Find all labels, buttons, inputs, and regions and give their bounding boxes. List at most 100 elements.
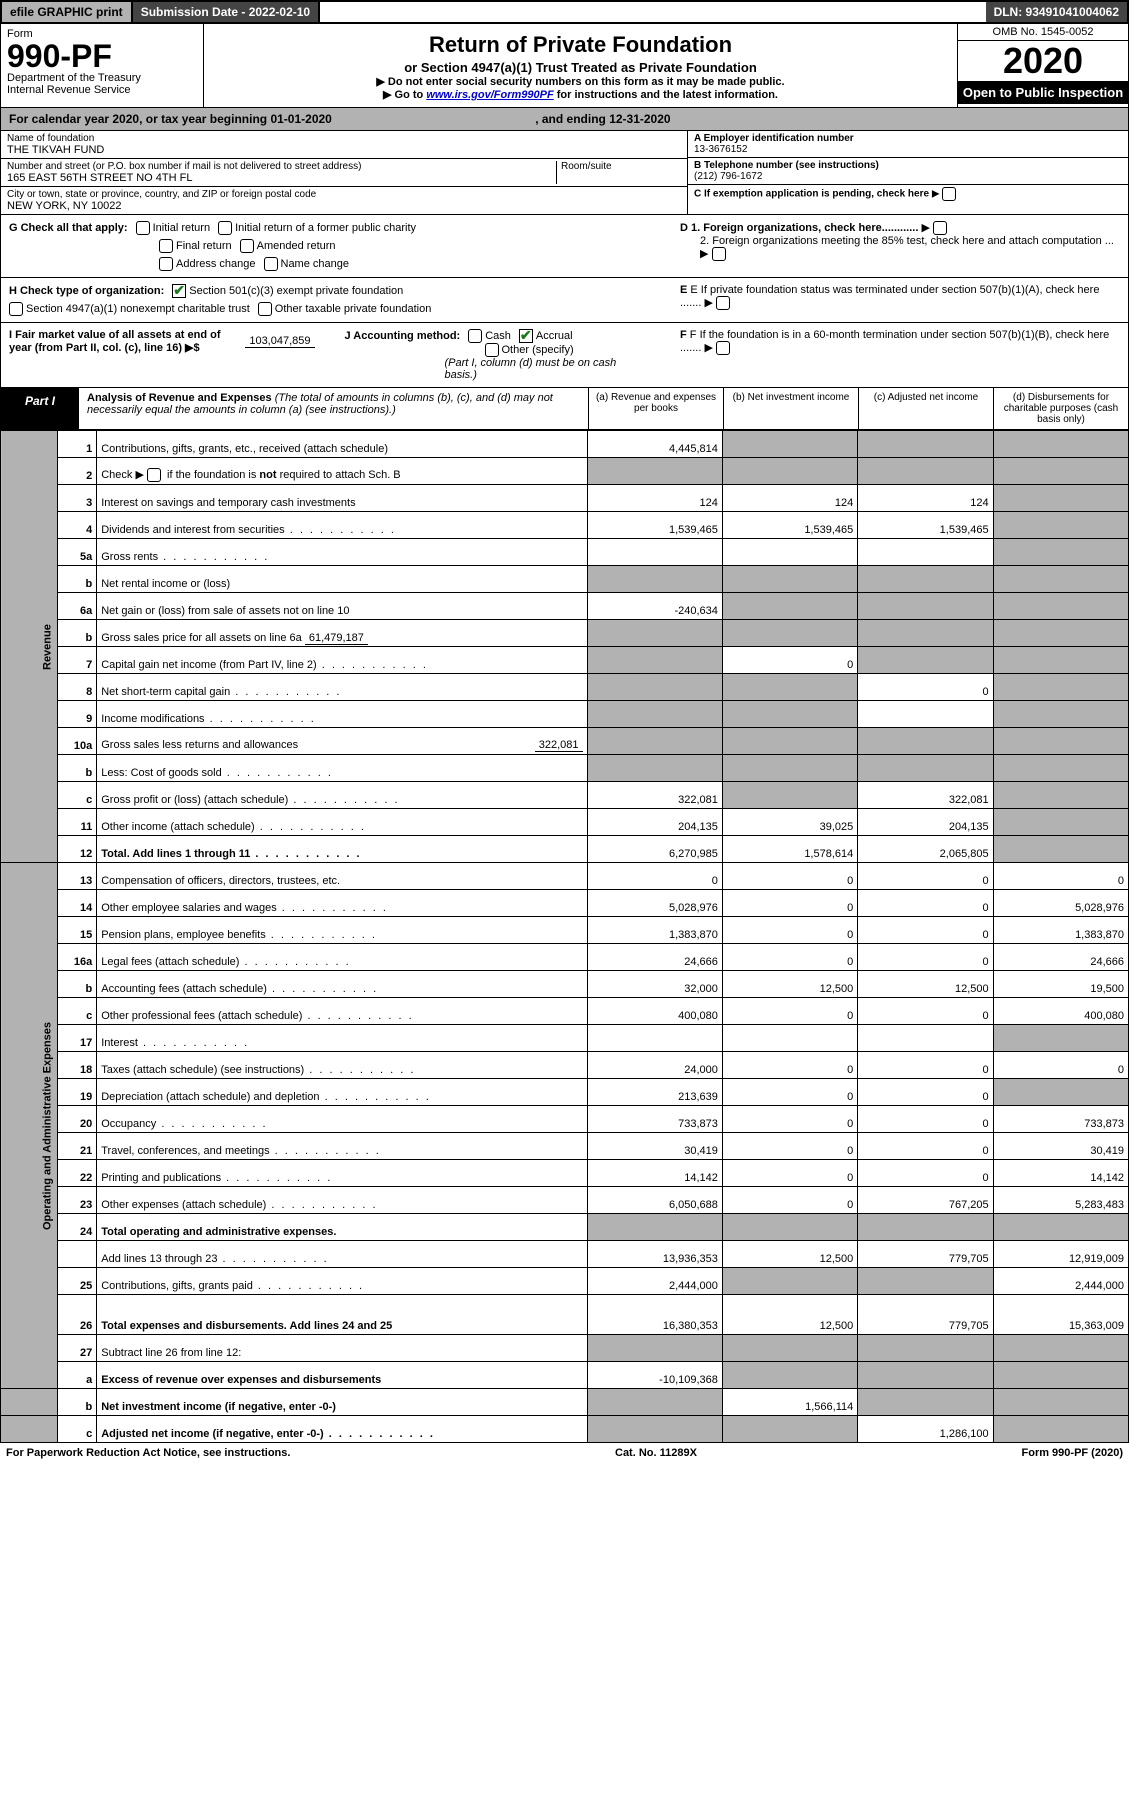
l16a-c: 0 <box>858 944 993 971</box>
l24-c: 779,705 <box>858 1241 993 1268</box>
omb-number: OMB No. 1545-0052 <box>958 24 1128 41</box>
top-bar: efile GRAPHIC print Submission Date - 20… <box>0 0 1129 24</box>
part-title: Analysis of Revenue and Expenses <box>87 392 272 404</box>
l15-a: 1,383,870 <box>587 917 722 944</box>
l16c-b: 0 <box>722 998 857 1025</box>
footer-catno: Cat. No. 11289X <box>615 1447 697 1459</box>
cb-501c3[interactable] <box>172 284 186 298</box>
cb-f[interactable] <box>716 341 730 355</box>
l1-desc: Contributions, gifts, grants, etc., rece… <box>97 431 587 458</box>
l23-desc: Other expenses (attach schedule) <box>97 1187 587 1214</box>
l14-d: 5,028,976 <box>993 890 1128 917</box>
j-row: J Accounting method: Cash Accrual <box>345 329 651 343</box>
cb-accrual[interactable] <box>519 329 533 343</box>
col-a-head: (a) Revenue and expenses per books <box>588 388 723 429</box>
cb-addr-change[interactable] <box>159 257 173 271</box>
expenses-side-label: Operating and Administrative Expenses <box>1 863 58 1389</box>
row-19: 19Depreciation (attach schedule) and dep… <box>1 1079 1129 1106</box>
l18-desc: Taxes (attach schedule) (see instruction… <box>97 1052 587 1079</box>
foundation-name: THE TIKVAH FUND <box>7 144 681 156</box>
row-7: 7Capital gain net income (from Part IV, … <box>1 647 1129 674</box>
l14-c: 0 <box>858 890 993 917</box>
j-note: (Part I, column (d) must be on cash basi… <box>445 357 651 381</box>
cb-initial-former[interactable] <box>218 221 232 235</box>
part-title-cell: Analysis of Revenue and Expenses (The to… <box>79 388 588 429</box>
ein-label: A Employer identification number <box>694 133 1122 144</box>
dept-treasury: Department of the Treasury <box>7 72 197 84</box>
l22-a: 14,142 <box>587 1160 722 1187</box>
cb-d1[interactable] <box>933 221 947 235</box>
l16b-a: 32,000 <box>587 971 722 998</box>
l27c-desc: Adjusted net income (if negative, enter … <box>97 1416 587 1443</box>
l15-desc: Pension plans, employee benefits <box>97 917 587 944</box>
phone-label: B Telephone number (see instructions) <box>694 160 1122 171</box>
row-16c: cOther professional fees (attach schedul… <box>1 998 1129 1025</box>
l25-d: 2,444,000 <box>993 1268 1128 1295</box>
row-4: 4Dividends and interest from securities1… <box>1 512 1129 539</box>
l22-d: 14,142 <box>993 1160 1128 1187</box>
col-d-head: (d) Disbursements for charitable purpose… <box>993 388 1128 429</box>
cb-d2[interactable] <box>712 247 726 261</box>
l12-desc: Total. Add lines 1 through 11 <box>97 836 587 863</box>
cb-4947[interactable] <box>9 302 23 316</box>
l27c-c: 1,286,100 <box>858 1416 993 1443</box>
accrual-label: Accrual <box>536 330 573 342</box>
l24-d: 12,919,009 <box>993 1241 1128 1268</box>
cb-e[interactable] <box>716 296 730 310</box>
cb-cash[interactable] <box>468 329 482 343</box>
row-2: 2Check ▶ if the foundation is not requir… <box>1 458 1129 485</box>
row-24: Add lines 13 through 2313,936,35312,5007… <box>1 1241 1129 1268</box>
cb-amended[interactable] <box>240 239 254 253</box>
l6b-desc: Gross sales price for all assets on line… <box>101 632 302 644</box>
note-pre: ▶ Go to <box>383 89 426 101</box>
row-21: 21Travel, conferences, and meetings30,41… <box>1 1133 1129 1160</box>
l20-c: 0 <box>858 1106 993 1133</box>
g-label: G Check all that apply: <box>9 222 128 234</box>
cb-other-tax[interactable] <box>258 302 272 316</box>
entity-block: Name of foundation THE TIKVAH FUND Numbe… <box>0 131 1129 215</box>
l9-desc: Income modifications <box>97 701 587 728</box>
cb-other-acct[interactable] <box>485 343 499 357</box>
entity-right: A Employer identification number 13-3676… <box>687 131 1128 214</box>
cb-final[interactable] <box>159 239 173 253</box>
h3-label: Other taxable private foundation <box>275 303 432 315</box>
l11-c: 204,135 <box>858 809 993 836</box>
l8-desc: Net short-term capital gain <box>97 674 587 701</box>
l22-b: 0 <box>722 1160 857 1187</box>
l16b-d: 19,500 <box>993 971 1128 998</box>
room-label: Room/suite <box>561 161 681 172</box>
calendar-year-row: For calendar year 2020, or tax year begi… <box>0 108 1129 131</box>
c-checkbox[interactable] <box>942 187 956 201</box>
amended-return: Amended return <box>257 240 336 252</box>
l4-c: 1,539,465 <box>858 512 993 539</box>
d2-row: 2. Foreign organizations meeting the 85%… <box>680 235 1120 261</box>
l12-b: 1,578,614 <box>722 836 857 863</box>
l16a-desc: Legal fees (attach schedule) <box>97 944 587 971</box>
l16a-b: 0 <box>722 944 857 971</box>
cb-schb[interactable] <box>147 468 161 482</box>
row-27c: cAdjusted net income (if negative, enter… <box>1 1416 1129 1443</box>
e-label: E If private foundation status was termi… <box>680 284 1099 309</box>
l4-b: 1,539,465 <box>722 512 857 539</box>
l24b-desc: Add lines 13 through 23 <box>97 1241 587 1268</box>
check-section-ij: I Fair market value of all assets at end… <box>0 323 1129 388</box>
form-subtitle: or Section 4947(a)(1) Trust Treated as P… <box>210 60 951 75</box>
irs-link[interactable]: www.irs.gov/Form990PF <box>426 89 553 101</box>
l5a-desc: Gross rents <box>97 539 587 566</box>
efile-badge[interactable]: efile GRAPHIC print <box>2 2 133 22</box>
l10a-val: 322,081 <box>535 739 583 752</box>
j-label: J Accounting method: <box>345 330 461 342</box>
l25-a: 2,444,000 <box>587 1268 722 1295</box>
city-row: City or town, state or province, country… <box>1 187 687 214</box>
cb-initial[interactable] <box>136 221 150 235</box>
row-13: Operating and Administrative Expenses 13… <box>1 863 1129 890</box>
l15-c: 0 <box>858 917 993 944</box>
l13-b: 0 <box>722 863 857 890</box>
irs-label: Internal Revenue Service <box>7 84 197 96</box>
form-header: Form 990-PF Department of the Treasury I… <box>0 24 1129 108</box>
l24-desc: Total operating and administrative expen… <box>97 1214 587 1241</box>
cb-name-change[interactable] <box>264 257 278 271</box>
ein-value: 13-3676152 <box>694 144 1122 155</box>
l11-a: 204,135 <box>587 809 722 836</box>
h1-label: Section 501(c)(3) exempt private foundat… <box>189 285 403 297</box>
